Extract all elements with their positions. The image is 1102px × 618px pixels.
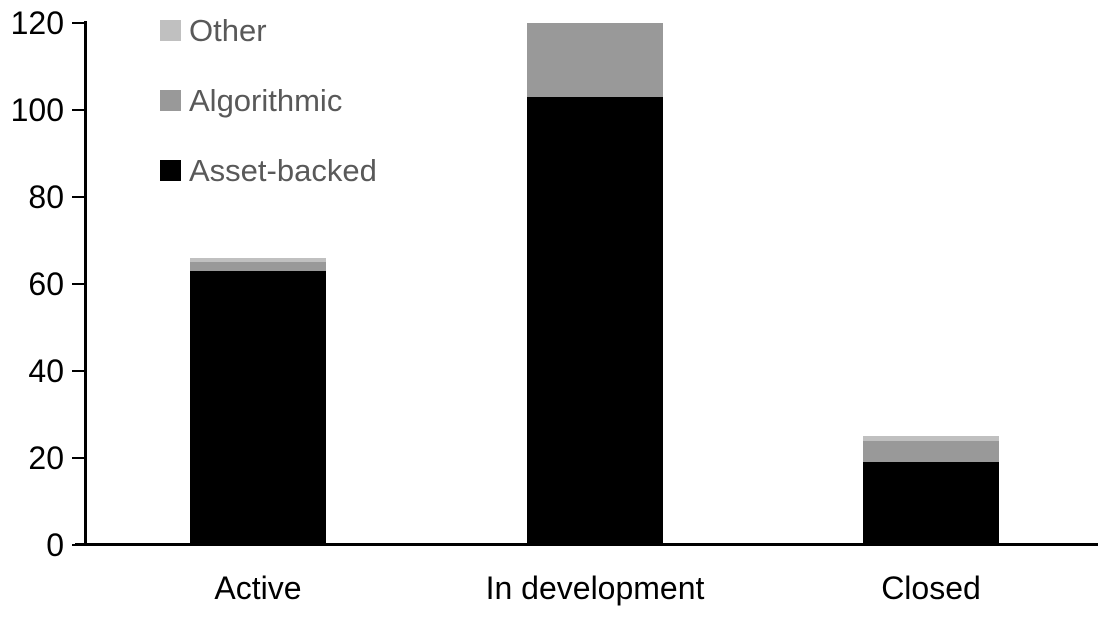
y-tick-label-20: 20 bbox=[28, 440, 64, 476]
y-tick-label-100: 100 bbox=[10, 92, 64, 128]
y-tick-label-0: 0 bbox=[46, 527, 64, 563]
y-tick-mark-40 bbox=[72, 370, 85, 372]
chart-legend: Other Algorithmic Asset-backed bbox=[160, 15, 377, 228]
legend-label-algorithmic: Algorithmic bbox=[189, 82, 343, 118]
y-tick-mark-20 bbox=[72, 457, 85, 459]
bar-active bbox=[190, 257, 326, 545]
y-tick-mark-120 bbox=[72, 22, 85, 24]
legend-item-other: Other bbox=[160, 15, 377, 46]
bar-in-development bbox=[527, 23, 663, 545]
y-tick-label-120: 120 bbox=[10, 5, 64, 41]
legend-label-other: Other bbox=[189, 12, 267, 48]
x-category-label-closed: Closed bbox=[881, 570, 981, 606]
legend-item-asset-backed: Asset-backed bbox=[160, 155, 377, 186]
bar-segment-algorithmic-active bbox=[190, 262, 326, 271]
bar-closed bbox=[863, 436, 999, 545]
y-tick-mark-80 bbox=[72, 196, 85, 198]
y-tick-label-40: 40 bbox=[28, 353, 64, 389]
bar-segment-asset-backed-active bbox=[190, 270, 326, 545]
x-category-label-in-development: In development bbox=[485, 570, 705, 606]
y-tick-label-80: 80 bbox=[28, 179, 64, 215]
bar-segment-asset-backed-in-development bbox=[527, 96, 663, 545]
bar-segment-other-closed bbox=[863, 436, 999, 441]
bar-segment-algorithmic-in-development bbox=[527, 23, 663, 97]
legend-swatch-asset-backed bbox=[160, 159, 181, 181]
y-tick-label-60: 60 bbox=[28, 266, 64, 302]
y-tick-mark-100 bbox=[72, 109, 85, 111]
legend-swatch-other bbox=[160, 19, 181, 41]
y-axis-line bbox=[84, 21, 87, 546]
legend-item-algorithmic: Algorithmic bbox=[160, 85, 377, 116]
bar-segment-asset-backed-closed bbox=[863, 462, 999, 545]
y-tick-mark-60 bbox=[72, 283, 85, 285]
x-category-label-active: Active bbox=[214, 570, 302, 606]
legend-swatch-algorithmic bbox=[160, 89, 181, 111]
bar-segment-algorithmic-closed bbox=[863, 440, 999, 463]
legend-label-asset-backed: Asset-backed bbox=[189, 152, 377, 188]
bar-segment-other-active bbox=[190, 257, 326, 263]
